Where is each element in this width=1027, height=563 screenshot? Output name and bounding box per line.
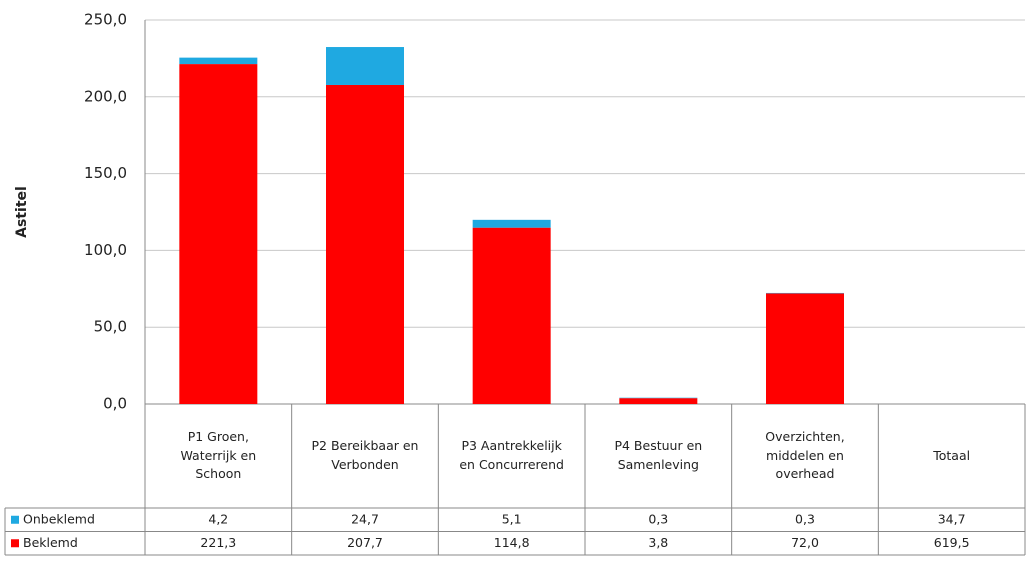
table-value: 207,7: [347, 535, 383, 550]
table-value: 0,3: [795, 511, 815, 526]
y-tick-label: 200,0: [84, 87, 127, 105]
category-label: P1 Groen, Waterrijk en Schoon: [180, 428, 257, 482]
bar: [619, 398, 698, 404]
table-value: 221,3: [200, 535, 236, 550]
bar: [766, 293, 844, 404]
table-value: 24,7: [351, 511, 379, 526]
bar: [326, 84, 404, 404]
table-value: 72,0: [791, 535, 819, 550]
legend-label: Onbeklemd: [23, 511, 95, 526]
category-label: Totaal: [933, 447, 971, 463]
table-value: 114,8: [494, 535, 530, 550]
table-total: 34,7: [938, 511, 966, 526]
category-label: P4 Bestuur en Samenleving: [614, 438, 703, 472]
y-tick-label: 0,0: [103, 395, 127, 413]
table-value: 0,3: [648, 511, 668, 526]
legend-swatch: [11, 515, 19, 524]
table-value: 3,8: [648, 535, 668, 550]
bar: [179, 64, 258, 405]
table-value: 4,2: [208, 511, 228, 526]
y-tick-label: 250,0: [84, 11, 127, 29]
legend-swatch: [11, 539, 19, 548]
y-tick-label: 100,0: [84, 241, 127, 259]
table-total: 619,5: [934, 535, 970, 550]
bar: [326, 47, 404, 85]
bar: [179, 57, 258, 65]
bar: [472, 219, 551, 228]
y-axis-label: Astitel: [14, 186, 30, 238]
table-value: 5,1: [502, 511, 522, 526]
category-label: P2 Bereikbaar en Verbonden: [311, 438, 419, 472]
category-label: Overzichten, middelen en overhead: [765, 428, 845, 482]
y-tick-label: 150,0: [84, 164, 127, 182]
legend-label: Beklemd: [23, 535, 78, 550]
bar: [472, 227, 551, 404]
category-label: P3 Aantrekkelijk en Concurrerend: [459, 438, 564, 472]
y-tick-label: 50,0: [94, 318, 127, 336]
